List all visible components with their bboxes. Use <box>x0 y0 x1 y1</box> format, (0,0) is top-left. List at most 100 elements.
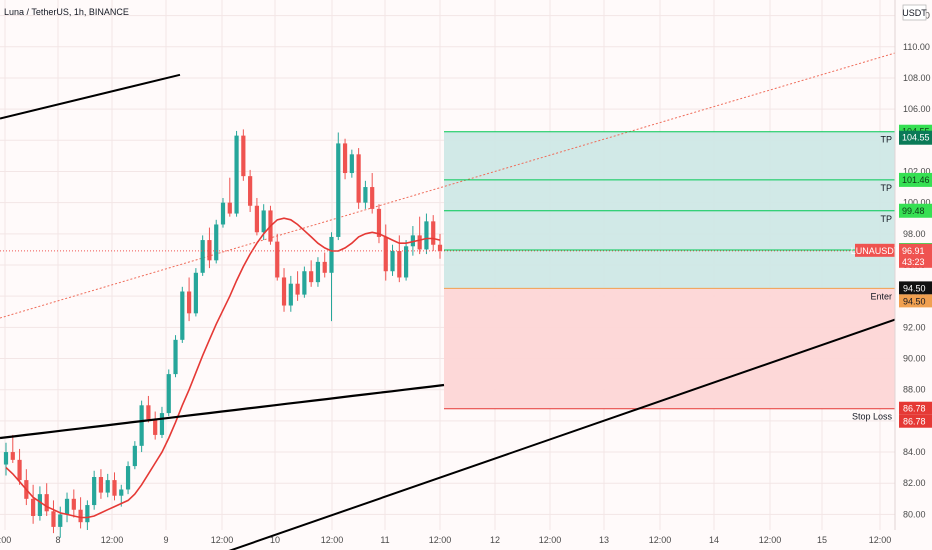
currency-label: USDT <box>902 8 927 18</box>
tp-top-price-tag <box>899 130 932 145</box>
candle-body <box>322 261 327 273</box>
candle-body <box>376 208 382 237</box>
tp-price-tag <box>899 172 932 187</box>
lower-trendline <box>228 318 896 550</box>
candle-body <box>44 494 49 512</box>
time-axis[interactable]: :00 8 12:00 9 12:00 10 12:00 11 12:00 12 12:00 13 12… <box>0 535 891 545</box>
stop-loss-price-tag-2 <box>899 414 932 428</box>
stop-loss-price-tag <box>899 401 932 415</box>
candle-body <box>51 511 56 527</box>
x-tick-label: 12:00 <box>211 535 234 545</box>
candle-body <box>227 202 232 214</box>
x-tick-label: 12:00 <box>429 535 452 545</box>
candle-body <box>119 489 124 496</box>
entry-price-tag-dark <box>899 281 932 295</box>
candle-body <box>64 498 70 515</box>
candle-body <box>349 154 354 174</box>
candle-body <box>403 246 409 278</box>
candle-body <box>105 480 110 493</box>
x-tick-label: 12:00 <box>649 535 672 545</box>
candle-body <box>159 413 165 435</box>
candle-body <box>153 419 158 435</box>
x-tick-label: 12:00 <box>759 535 782 545</box>
candle-body <box>390 250 395 272</box>
candle-body <box>315 261 321 283</box>
candle-body <box>37 494 43 516</box>
candle-body <box>329 236 334 273</box>
last-price-value: 96.91 <box>902 246 925 256</box>
y-tick-label: 98.00 <box>903 229 926 239</box>
y-tick-label: 108.00 <box>903 73 931 83</box>
candle-body <box>3 452 9 465</box>
candle-body <box>424 221 429 250</box>
x-tick-label: 12:00 <box>869 535 892 545</box>
y-tick-label: 102.00 <box>903 166 931 176</box>
x-tick-label: 13 <box>599 535 609 545</box>
candle-body <box>281 277 287 306</box>
x-tick-label: 9 <box>163 535 168 545</box>
tp-label: TP <box>880 214 892 224</box>
candle-body <box>193 272 198 314</box>
candle-body <box>295 283 300 295</box>
candle-body <box>254 205 260 233</box>
moving-averages <box>0 217 445 519</box>
candle-body <box>220 202 226 225</box>
last-price-countdown: 43:23 <box>902 257 925 267</box>
dotted-trendline <box>0 52 896 319</box>
y-tick-label: 100.00 <box>903 198 931 208</box>
candle-body <box>336 143 341 237</box>
candle-body <box>383 236 388 272</box>
tp-price-tag-label: 101.46 <box>902 175 930 185</box>
candle-body <box>234 135 239 214</box>
candle-body <box>71 498 76 510</box>
stop-loss-price-tag-2-label: 86.78 <box>903 417 926 427</box>
candle-body <box>180 291 185 340</box>
candle-body <box>139 405 144 446</box>
upper-trendline <box>0 73 181 120</box>
position-zones <box>444 131 895 410</box>
symbol-price-label: LUNAUSDT <box>851 246 900 256</box>
ma-red-line <box>5 217 441 519</box>
candle-body <box>342 143 348 174</box>
entry-price-tag-dark-label: 94.50 <box>903 283 926 293</box>
tp-price-tag-label: 99.48 <box>902 206 925 216</box>
candle-body <box>363 187 368 203</box>
currency-badge[interactable] <box>902 4 927 21</box>
candle-body <box>166 374 171 414</box>
candle-body <box>125 466 131 490</box>
candle-body <box>112 480 117 496</box>
candle-body <box>275 241 280 278</box>
candle-body <box>417 235 422 250</box>
candle-body <box>309 271 314 283</box>
tp-label: TP <box>880 183 892 193</box>
y-tick-label: 82.00 <box>903 478 926 488</box>
candle-body <box>200 240 205 273</box>
loss-zone <box>444 288 895 409</box>
profit-zone <box>444 131 895 289</box>
x-tick-label: 10 <box>270 535 280 545</box>
candle-body <box>17 459 22 481</box>
last-price-tag <box>899 243 932 268</box>
symbol-price-label-bg <box>855 243 895 257</box>
y-tick-label: 88.00 <box>903 385 926 395</box>
x-tick-label: 12:00 <box>101 535 124 545</box>
candle-body <box>58 514 63 527</box>
candle-body <box>261 210 266 233</box>
trend-lines <box>0 52 896 550</box>
stop-loss-label: Stop Loss <box>852 412 893 422</box>
candle-body <box>78 509 83 523</box>
candle-body <box>85 505 90 523</box>
candle-body <box>288 283 293 306</box>
candle-body <box>437 244 443 251</box>
candle-body <box>31 498 36 516</box>
x-tick-label: :00 <box>0 535 11 545</box>
candle-body <box>132 445 137 467</box>
x-tick-label: 12:00 <box>321 535 344 545</box>
ma-black-line <box>0 383 445 440</box>
entry-price-tag-label: 94.50 <box>903 296 926 306</box>
candles <box>3 129 443 538</box>
y-tick-label: 92.00 <box>903 322 926 332</box>
candle-body <box>431 221 436 245</box>
